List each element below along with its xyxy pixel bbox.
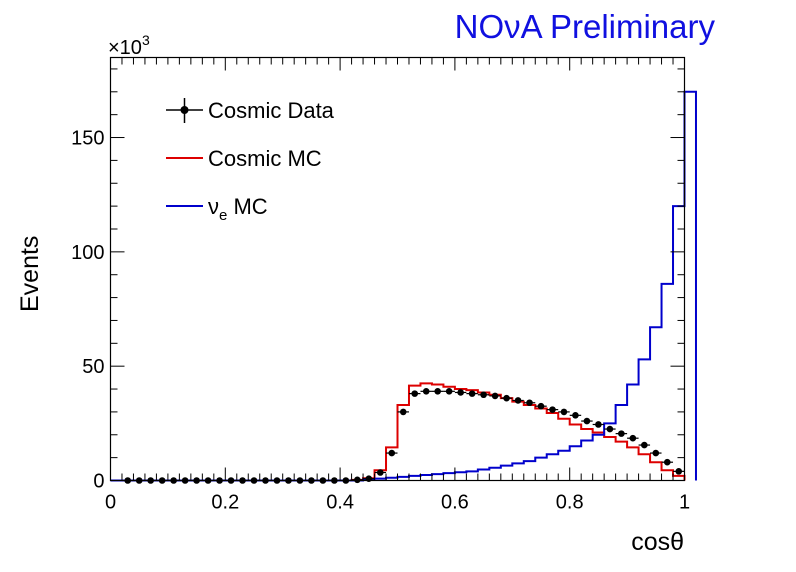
data-point bbox=[661, 458, 674, 466]
y-tick-label: 50 bbox=[82, 356, 104, 378]
data-point bbox=[523, 399, 536, 407]
data-points bbox=[121, 388, 685, 484]
data-point-marker bbox=[560, 408, 568, 416]
data-point bbox=[638, 441, 651, 449]
legend-entry-cosmic-data: Cosmic Data bbox=[166, 98, 335, 123]
data-point bbox=[374, 469, 387, 476]
legend-label-cosmic-data: Cosmic Data bbox=[208, 98, 335, 123]
data-point bbox=[546, 406, 559, 413]
legend-nue-symbol: ν bbox=[208, 194, 219, 219]
x-tick-label: 1 bbox=[679, 492, 690, 514]
data-point bbox=[397, 408, 409, 416]
y-multiplier-exp: 3 bbox=[142, 32, 150, 48]
series-line-nue-mc bbox=[110, 90, 697, 482]
data-point bbox=[500, 394, 513, 402]
y-multiplier-base: ×10 bbox=[108, 37, 142, 59]
data-point bbox=[581, 417, 593, 425]
data-point bbox=[386, 449, 398, 457]
data-point-marker bbox=[663, 458, 671, 466]
data-point-marker bbox=[491, 392, 499, 400]
y-multiplier: ×103 bbox=[108, 32, 150, 59]
data-point-marker bbox=[595, 421, 602, 428]
data-point bbox=[673, 468, 685, 475]
histogram-bins bbox=[110, 90, 697, 482]
data-point bbox=[466, 390, 478, 397]
data-point-marker bbox=[354, 476, 361, 484]
data-point bbox=[512, 397, 524, 404]
legend-entry-cosmic-mc: Cosmic MC bbox=[166, 146, 322, 171]
data-point-marker bbox=[572, 412, 579, 419]
y-tick-label: 100 bbox=[71, 242, 104, 264]
data-point-marker bbox=[445, 388, 453, 395]
data-point bbox=[592, 421, 605, 428]
legend-entry-nue-mc: νe MC bbox=[166, 194, 268, 224]
data-point-marker bbox=[514, 397, 522, 404]
legend-marker-dot bbox=[180, 106, 189, 114]
x-tick-label: 0.8 bbox=[556, 492, 584, 514]
x-axis-title: cosθ bbox=[631, 528, 684, 556]
data-point bbox=[558, 408, 570, 416]
y-tick-label: 0 bbox=[93, 471, 104, 493]
y-axis-ticks: 0 50 100 150 bbox=[71, 68, 685, 493]
legend-label-cosmic-mc: Cosmic MC bbox=[208, 146, 322, 171]
data-point bbox=[420, 388, 432, 395]
x-tick-label: 0.2 bbox=[211, 492, 239, 514]
data-point bbox=[431, 388, 444, 395]
data-point-marker bbox=[480, 391, 487, 399]
data-point bbox=[650, 449, 662, 457]
data-point-marker bbox=[468, 390, 476, 397]
x-tick-label: 0.4 bbox=[326, 492, 354, 514]
data-point bbox=[351, 476, 364, 484]
data-point-marker bbox=[411, 390, 419, 397]
data-point-marker bbox=[606, 425, 614, 433]
data-point-marker bbox=[457, 389, 464, 396]
x-tick-label: 0 bbox=[105, 492, 116, 514]
series-line-cosmic-mc bbox=[110, 382, 686, 482]
y-tick-label: 150 bbox=[71, 128, 104, 150]
data-point-marker bbox=[388, 449, 396, 457]
banner-title: NOνA Preliminary bbox=[455, 8, 716, 45]
data-point-marker bbox=[549, 406, 556, 413]
data-point bbox=[408, 390, 421, 397]
data-point bbox=[604, 425, 616, 433]
x-axis-ticks: 0 0.2 0.4 0.6 0.8 1 bbox=[105, 57, 690, 514]
data-point bbox=[569, 412, 582, 419]
data-point bbox=[454, 389, 467, 396]
data-point-marker bbox=[618, 430, 625, 437]
data-point-marker bbox=[422, 388, 430, 395]
data-point-marker bbox=[652, 449, 660, 457]
legend-label-nue-mc: νe MC bbox=[208, 194, 268, 224]
y-axis-title: Events bbox=[16, 236, 44, 312]
data-point-marker bbox=[537, 402, 545, 410]
data-point-marker bbox=[503, 394, 510, 402]
data-point-marker bbox=[526, 399, 533, 407]
data-point bbox=[627, 434, 639, 442]
data-point-marker bbox=[583, 417, 591, 425]
legend-nue-suffix: MC bbox=[227, 194, 267, 219]
legend-nue-subscript: e bbox=[219, 207, 227, 224]
data-point-marker bbox=[399, 408, 407, 416]
data-point-marker bbox=[675, 468, 683, 475]
data-point bbox=[615, 430, 628, 437]
data-point bbox=[535, 402, 547, 410]
data-point bbox=[477, 391, 490, 399]
legend: Cosmic Data Cosmic MC νe MC bbox=[166, 98, 335, 224]
data-point-marker bbox=[641, 441, 648, 449]
x-tick-label: 0.6 bbox=[441, 492, 469, 514]
data-point-marker bbox=[629, 434, 637, 442]
data-point bbox=[489, 392, 501, 400]
data-point-marker bbox=[376, 469, 384, 476]
data-point-marker bbox=[434, 388, 441, 395]
data-point bbox=[443, 388, 455, 395]
